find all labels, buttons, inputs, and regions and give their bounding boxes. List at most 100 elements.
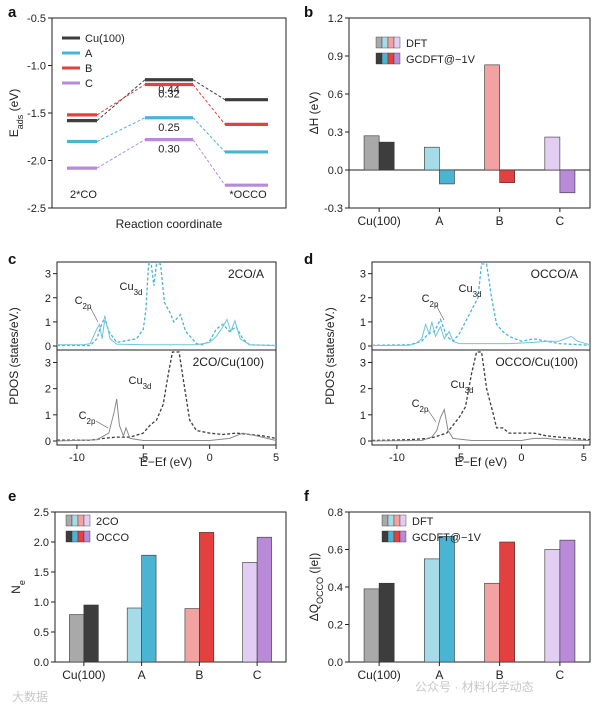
panel-a-legend-label: Cu(100) <box>85 33 125 45</box>
panel-c-xtick-label: -10 <box>69 452 85 464</box>
panel-e-legend-swatch <box>65 514 73 527</box>
panel-e-ytick-label: 1.0 <box>34 597 49 609</box>
panel-a-legend-label: A <box>85 48 93 60</box>
panel-a-barrier-label: 0.44 <box>158 84 179 96</box>
panel-e-ytick-label: 0.0 <box>34 657 49 669</box>
panel-f-bar-GCDFT1V-Cu100 <box>378 582 395 663</box>
panel-b-legend-label: DFT <box>406 38 428 50</box>
panel-c-xtick-label: -5 <box>138 452 148 464</box>
panel-d-top-title: OCCO/A <box>531 267 578 281</box>
panel-c-ytick-label: 1 <box>45 317 51 329</box>
watermark-left: 大数据 <box>12 690 49 704</box>
panel-f-bar-DFT-C <box>544 549 561 663</box>
panel-d-annotation-cu3d: Cu3d <box>451 379 474 395</box>
panel-f-legend-swatch <box>381 530 389 543</box>
panel-d-top-c2p-curve <box>371 321 591 346</box>
panel-letter-d: d <box>304 251 313 268</box>
panel-f-ytick-label: 0.4 <box>328 582 343 594</box>
panel-c-ylabel: PDOS (states/eV.) <box>7 307 21 405</box>
panel-b-legend-swatch <box>381 36 389 49</box>
panel-d-ytick-label: 0 <box>360 436 366 448</box>
panel-b-category-label: C <box>556 214 565 228</box>
panel-e-bar-2CO-Cu100 <box>69 614 85 663</box>
panel-e-ytick-label: 0.5 <box>34 627 49 639</box>
panel-e-legend-swatch <box>71 514 79 527</box>
panel-letter-c: c <box>8 251 16 268</box>
panel-f-bar-DFT-A <box>424 558 440 663</box>
panel-b-ytick-label: -0.3 <box>324 203 343 215</box>
panel-a-ylabel: Eads (eV) <box>7 89 25 138</box>
panel-e-legend-swatch <box>83 514 91 527</box>
panel-e-bar-OCCO-Cu100 <box>83 604 99 663</box>
panel-a-frame <box>51 17 287 209</box>
panel-e-legend-swatch <box>71 530 79 543</box>
panel-c-ytick-label: 2 <box>45 293 51 305</box>
panel-a-legend-label: B <box>85 63 92 75</box>
panel-a-legend-label: C <box>85 78 93 90</box>
panel-b-bar-DFT-Cu100 <box>363 135 380 171</box>
panel-e-category-label: C <box>253 668 262 682</box>
panel-b-bar-DFT-B <box>484 64 500 171</box>
panel-f-category-label: C <box>556 668 565 682</box>
panel-a-connector <box>192 139 226 186</box>
panel-f-bar-GCDFT1V-C <box>559 539 576 663</box>
panel-c-annotation-cu3d: Cu3d <box>129 375 152 391</box>
panel-e-bar-OCCO-B <box>199 532 215 663</box>
panel-b-legend-swatch <box>393 36 401 49</box>
panel-e-legend-label: 2CO <box>96 516 119 528</box>
panel-b-ylabel: ΔH (eV) <box>307 92 321 135</box>
panel-c-annotation-pointer <box>95 420 109 429</box>
panel-b-bar-GCDFT1V-C <box>559 169 576 194</box>
panel-a-barrier-label: 0.32 <box>158 89 179 101</box>
panel-e-legend-swatch <box>77 514 85 527</box>
panel-a-barrier-label: 0.30 <box>158 144 179 156</box>
panel-f-category-label: B <box>496 668 504 682</box>
panel-d-ytick-label: 3 <box>360 269 366 281</box>
panel-f-category-label: A <box>435 668 443 682</box>
panel-c-xtick-label: 0 <box>207 452 213 464</box>
panel-b-category-label: Cu(100) <box>357 214 400 228</box>
panel-f-legend-swatch <box>399 514 407 527</box>
panel-c-xtick-label: 5 <box>273 452 279 464</box>
panel-c-frame <box>56 261 277 446</box>
panel-c-bottom-title: 2CO/Cu(100) <box>193 355 264 369</box>
watermark-right: 公众号 · 材料化学动态 <box>415 680 534 694</box>
panel-b-ytick-label: 0.6 <box>328 89 343 101</box>
panel-b-category-label: A <box>435 214 443 228</box>
panel-c-ytick-label: 1 <box>45 410 51 422</box>
panel-f-legend-swatch <box>387 530 395 543</box>
panel-c-top-title: 2CO/A <box>228 267 264 281</box>
panel-e-legend-swatch <box>77 530 85 543</box>
panel-e-bar-OCCO-C <box>256 536 272 663</box>
panel-e-category-label: B <box>195 668 203 682</box>
panel-b-bar-GCDFT1V-B <box>499 169 515 183</box>
panel-e-bar-OCCO-A <box>141 554 157 663</box>
panel-f-bar-DFT-B <box>484 582 500 663</box>
panel-d-ytick-label: 3 <box>360 357 366 369</box>
panel-c-ytick-label: 0 <box>45 341 51 353</box>
panel-letter-b: b <box>304 4 313 21</box>
panel-d-annotation-pointer <box>435 304 445 321</box>
panel-d-ytick-label: 2 <box>360 384 366 396</box>
panel-f-ylabel: ΔQOCCO (|e|) <box>307 553 325 622</box>
panel-f-bar-GCDFT1V-B <box>499 541 515 663</box>
panel-c-bottom-cu3d-curve <box>57 351 277 441</box>
panel-c-ytick-label: 0 <box>45 436 51 448</box>
panel-b-bar-GCDFT1V-A <box>439 169 455 185</box>
panel-d-annotation-cu3d: Cu3d <box>459 283 482 299</box>
panel-a-barrier-label: 0.25 <box>158 122 179 134</box>
panel-f-category-label: Cu(100) <box>357 668 400 682</box>
panel-d-annotation-pointer <box>427 409 437 423</box>
panel-f-ytick-label: 0.0 <box>328 657 343 669</box>
panel-d-bottom-c2p-curve <box>371 407 591 442</box>
panel-f-bar-GCDFT1V-A <box>439 536 455 663</box>
panel-a-ytick-label: -1.0 <box>27 61 46 73</box>
panel-c-annotation-c2p: C2p <box>79 410 96 426</box>
panel-e-bar-2CO-A <box>126 607 142 663</box>
panel-d-xlabel: E−Ef (eV) <box>455 455 507 469</box>
panel-e-ytick-label: 1.5 <box>34 567 49 579</box>
panel-d-xtick-label: 5 <box>581 452 587 464</box>
panel-f-legend-swatch <box>393 530 401 543</box>
panel-f-legend-swatch <box>381 514 389 527</box>
panel-e-ytick-label: 2.5 <box>34 507 49 519</box>
